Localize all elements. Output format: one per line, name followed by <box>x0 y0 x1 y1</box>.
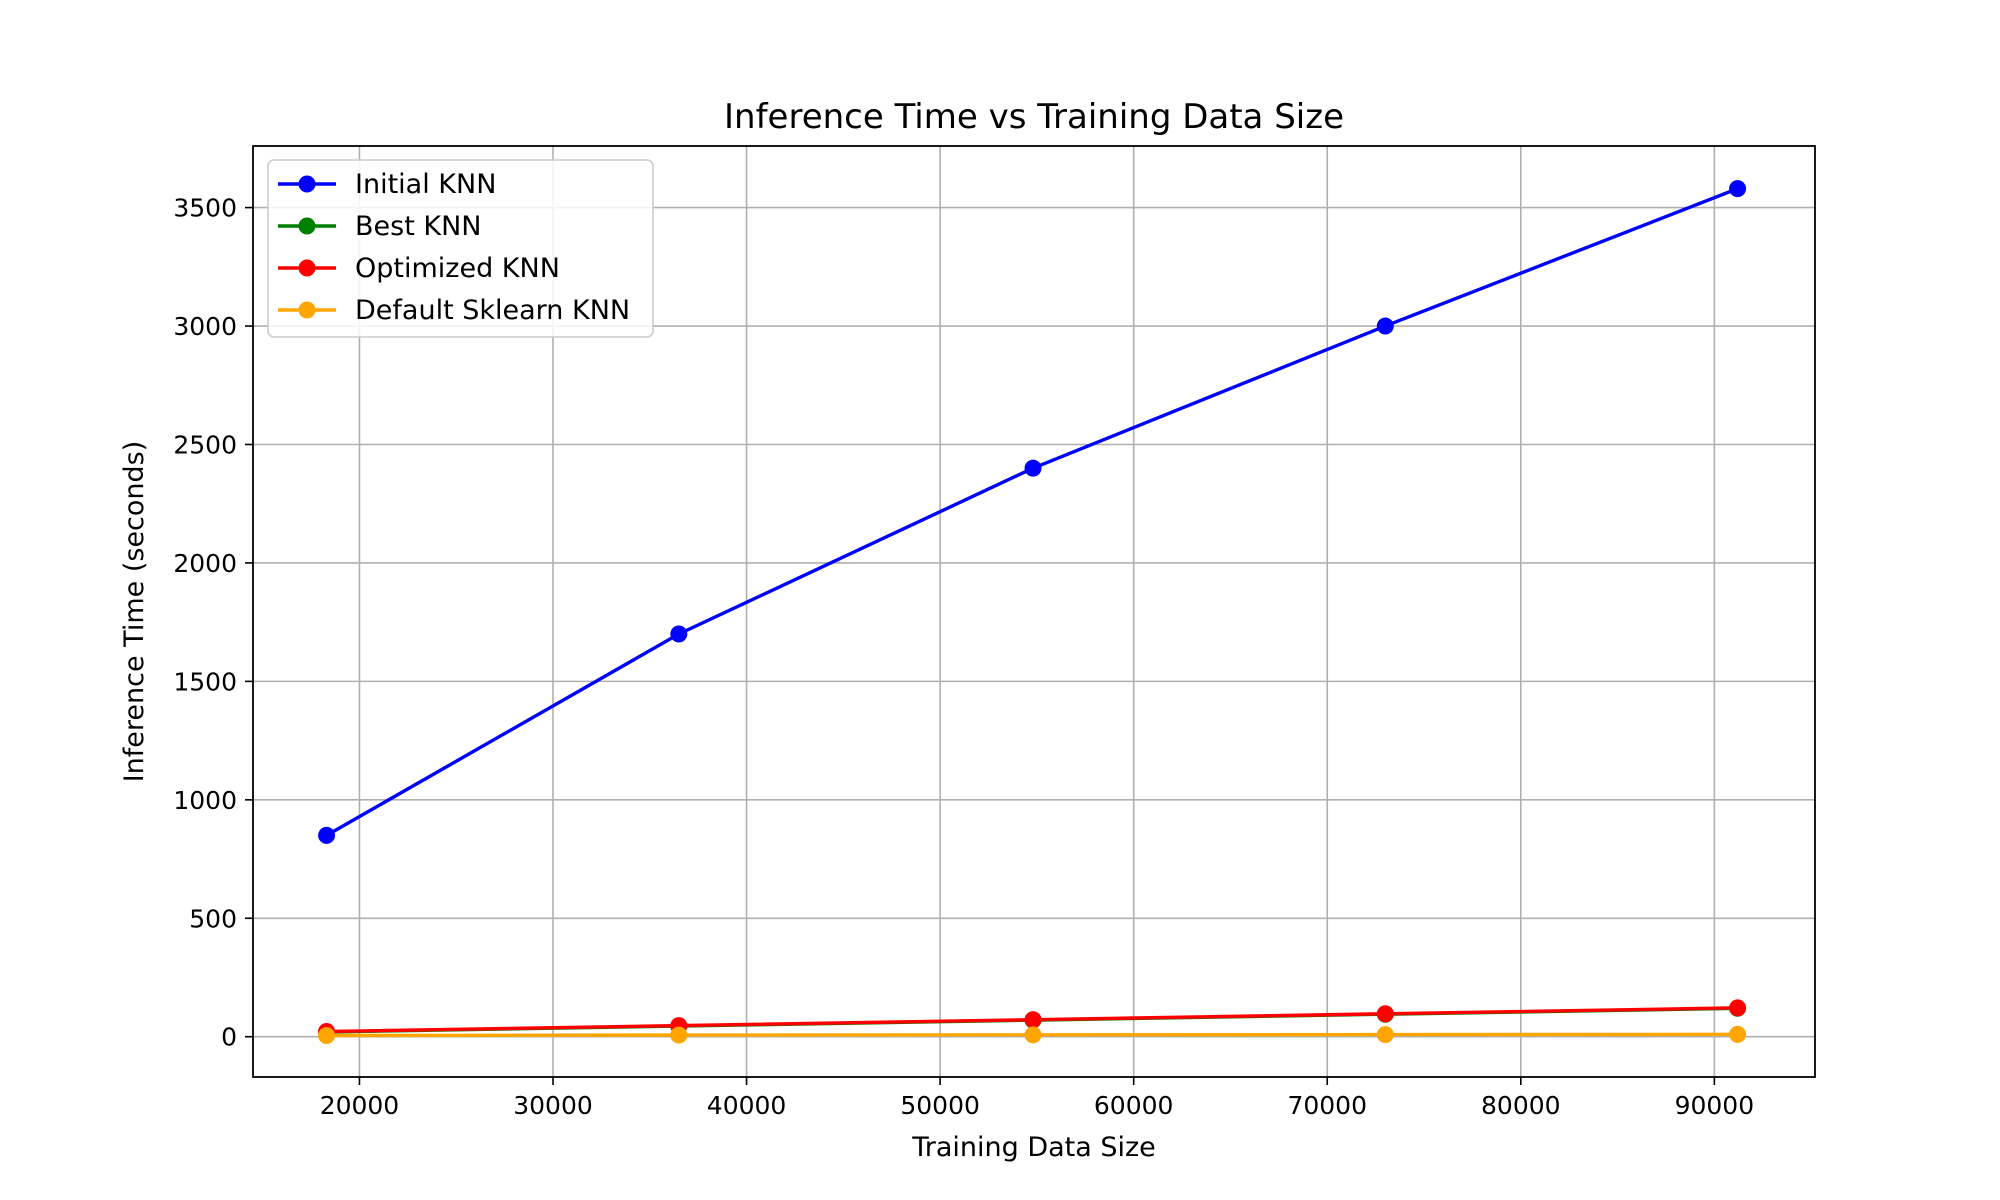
data-point-default-sklearn-knn <box>318 1027 336 1045</box>
y-axis-label: Inference Time (seconds) <box>119 441 150 783</box>
legend-label: Best KNN <box>355 211 481 242</box>
y-tick-label: 0 <box>221 1023 237 1052</box>
data-point-optimized-knn <box>1729 999 1747 1017</box>
legend-label: Optimized KNN <box>355 253 560 284</box>
plot-frame <box>252 145 1816 1078</box>
legend: Initial KNN Best KNN Optimized KNN Default … <box>267 159 654 338</box>
grid <box>253 146 1815 1077</box>
data-point-default-sklearn-knn <box>1024 1026 1042 1044</box>
x-tick-label: 80000 <box>1481 1091 1561 1120</box>
data-point-optimized-knn <box>1376 1005 1394 1023</box>
x-tick-label: 70000 <box>1287 1091 1367 1120</box>
x-tick-label: 20000 <box>320 1091 400 1120</box>
legend-item: Default Sklearn KNN <box>278 295 630 326</box>
y-tick-label: 3000 <box>173 312 237 341</box>
x-tick-label: 40000 <box>707 1091 787 1120</box>
series-group <box>318 180 1747 1045</box>
legend-swatch-marker <box>298 301 316 319</box>
chart-title: Inference Time vs Training Data Size <box>724 97 1344 137</box>
legend-label: Initial KNN <box>355 169 496 200</box>
series-default-sklearn-knn <box>318 1025 1747 1045</box>
y-tick-label: 2000 <box>173 549 237 578</box>
legend-item: Initial KNN <box>278 169 496 200</box>
legend-swatch-marker <box>298 259 316 277</box>
x-tick-label: 90000 <box>1675 1091 1755 1120</box>
legend-swatch-marker <box>298 175 316 193</box>
y-tick-label: 2500 <box>173 430 237 459</box>
data-point-default-sklearn-knn <box>670 1026 688 1044</box>
x-tick-label: 30000 <box>513 1091 593 1120</box>
data-point-optimized-knn <box>1024 1011 1042 1029</box>
legend-item: Optimized KNN <box>278 253 560 284</box>
data-point-initial-knn <box>318 826 336 844</box>
axis-ticks: 20000 30000 40000 50000 60000 70000 80000 90000… <box>173 194 1754 1120</box>
x-tick-label: 60000 <box>1094 1091 1174 1120</box>
data-point-default-sklearn-knn <box>1376 1026 1394 1044</box>
legend-label: Default Sklearn KNN <box>355 295 630 326</box>
y-tick-label: 1000 <box>173 786 237 815</box>
legend-box <box>267 159 654 338</box>
legend-item: Best KNN <box>278 211 481 242</box>
series-initial-knn <box>318 180 1747 844</box>
data-point-initial-knn <box>1376 317 1394 335</box>
x-axis-label: Training Data Size <box>911 1132 1156 1163</box>
data-point-initial-knn <box>670 625 688 643</box>
data-point-initial-knn <box>1729 180 1747 198</box>
y-tick-label: 3500 <box>173 194 237 223</box>
y-tick-label: 500 <box>189 904 237 933</box>
data-point-default-sklearn-knn <box>1729 1025 1747 1043</box>
data-point-initial-knn <box>1024 459 1042 477</box>
y-tick-label: 1500 <box>173 667 237 696</box>
legend-swatch-marker <box>298 217 316 235</box>
x-tick-label: 50000 <box>900 1091 980 1120</box>
